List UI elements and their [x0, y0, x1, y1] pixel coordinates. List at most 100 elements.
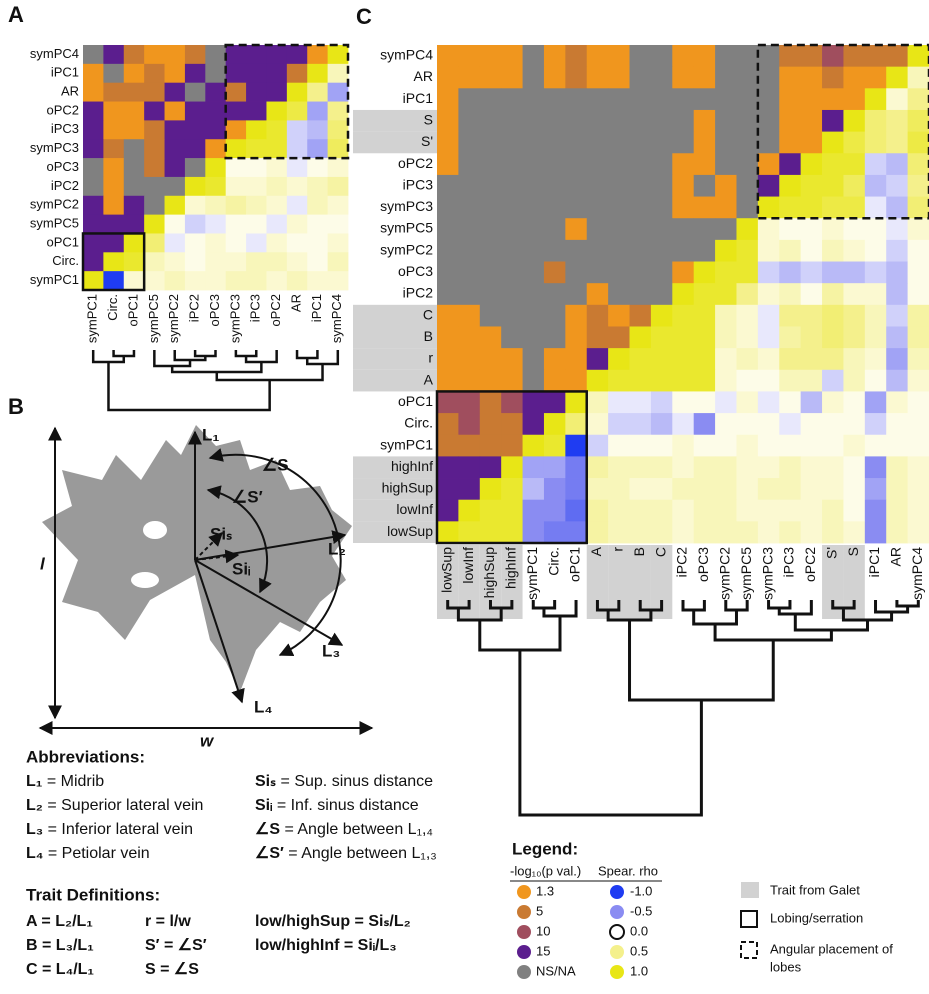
- p-cell: [123, 195, 145, 216]
- ns-cell: [437, 196, 459, 219]
- rho-cell: [501, 478, 523, 501]
- ns-cell: [608, 218, 630, 241]
- ns-cell: [715, 66, 737, 89]
- rho-cell: [205, 252, 227, 272]
- ns-cell: [608, 88, 630, 111]
- rho-cell: [205, 271, 227, 291]
- p-cell: [608, 304, 630, 327]
- rho-cell: [629, 521, 652, 544]
- rho-cell: [693, 369, 716, 392]
- rho-cell: [800, 521, 823, 544]
- rho-cell: [184, 271, 206, 291]
- dendrogram-branch: [713, 624, 833, 642]
- column-label: C: [652, 547, 668, 557]
- rho-cell: [779, 218, 802, 241]
- ns-cell: [715, 45, 737, 68]
- ns-cell: [586, 196, 609, 219]
- abbreviation-text: = Sup. sinus distance: [276, 773, 433, 790]
- ns-cell: [184, 158, 206, 178]
- ns-cell: [586, 218, 609, 241]
- rho-cell: [800, 239, 823, 262]
- rho-cell: [757, 261, 780, 284]
- ns-cell: [629, 261, 652, 284]
- rho-cell: [715, 521, 737, 544]
- rho-cell: [779, 261, 802, 284]
- rho-cell: [205, 214, 227, 234]
- p-cell: [693, 109, 716, 133]
- rho-cell: [246, 176, 267, 197]
- rho-label: 0.5: [630, 943, 648, 958]
- ns-cell: [586, 88, 609, 111]
- rho-cell: [907, 326, 929, 349]
- ns-cell: [205, 45, 227, 65]
- column-label: Circ.: [545, 547, 561, 576]
- rho-cell: [864, 174, 887, 197]
- rho-cell: [307, 82, 329, 102]
- p-cell: [184, 101, 206, 121]
- p-cell: [83, 101, 104, 121]
- rho-cell: [650, 369, 673, 392]
- rho-cell: [843, 304, 866, 327]
- column-label: oPC1: [125, 294, 140, 327]
- rho-cell: [779, 239, 802, 262]
- p-cell: [672, 45, 695, 68]
- p-cell: [672, 153, 695, 176]
- p-cell: [437, 499, 459, 522]
- ns-cell: [479, 153, 502, 176]
- p-cell: [437, 88, 459, 111]
- rho-cell: [779, 413, 802, 436]
- angle-s-prime: [206, 485, 272, 594]
- rho-cell: [843, 174, 866, 197]
- ns-cell: [757, 131, 780, 154]
- galet-col-bg: [437, 545, 459, 619]
- rho-cell: [864, 326, 887, 349]
- dendrogram-branch: [692, 610, 738, 626]
- ns-cell: [693, 218, 716, 241]
- rho-cell: [886, 304, 909, 327]
- rho-cell: [522, 521, 545, 544]
- column-label: symPC5: [738, 547, 754, 600]
- column-label: iPC2: [674, 547, 690, 578]
- rho-cell: [246, 252, 267, 272]
- p-cell: [458, 45, 481, 68]
- rho-cell: [736, 261, 759, 284]
- ns-cell: [543, 304, 566, 327]
- p-cell: [83, 82, 104, 102]
- p-cell: [458, 66, 481, 89]
- rho-cell: [608, 413, 630, 436]
- rho-cell: [822, 153, 844, 176]
- column-label: oPC2: [268, 294, 283, 327]
- ns-cell: [123, 139, 145, 159]
- rho-cell: [672, 304, 695, 327]
- rho-swatch: [610, 945, 624, 959]
- p-cell: [205, 139, 227, 159]
- rho-cell: [307, 271, 329, 291]
- ns-cell: [501, 88, 523, 111]
- p-cell: [565, 218, 588, 241]
- p-cell: [479, 66, 502, 89]
- rho-cell: [164, 233, 186, 253]
- p-cell: [543, 391, 566, 414]
- p-cell: [822, 88, 844, 111]
- p-cell: [522, 391, 545, 414]
- galet-col-bg: [458, 545, 480, 619]
- abbreviations-title: Abbreviations:: [26, 747, 145, 766]
- rho-cell: [736, 521, 759, 544]
- rho-cell: [543, 456, 566, 479]
- ns-cell: [757, 88, 780, 111]
- rho-cell: [225, 214, 247, 234]
- rho-cell: [586, 434, 609, 457]
- ns-cell: [650, 283, 673, 306]
- galet-row-bg: [353, 478, 437, 500]
- rho-cell: [736, 304, 759, 327]
- ns-cell: [522, 66, 545, 89]
- p-cell: [458, 326, 481, 349]
- rho-cell: [693, 521, 716, 544]
- rho-cell: [822, 174, 844, 197]
- p-cell: [246, 45, 267, 65]
- p-cell: [608, 45, 630, 68]
- rho-cell: [629, 348, 652, 371]
- p-cell: [437, 413, 459, 436]
- ns-cell: [672, 218, 695, 241]
- rho-cell: [779, 348, 802, 371]
